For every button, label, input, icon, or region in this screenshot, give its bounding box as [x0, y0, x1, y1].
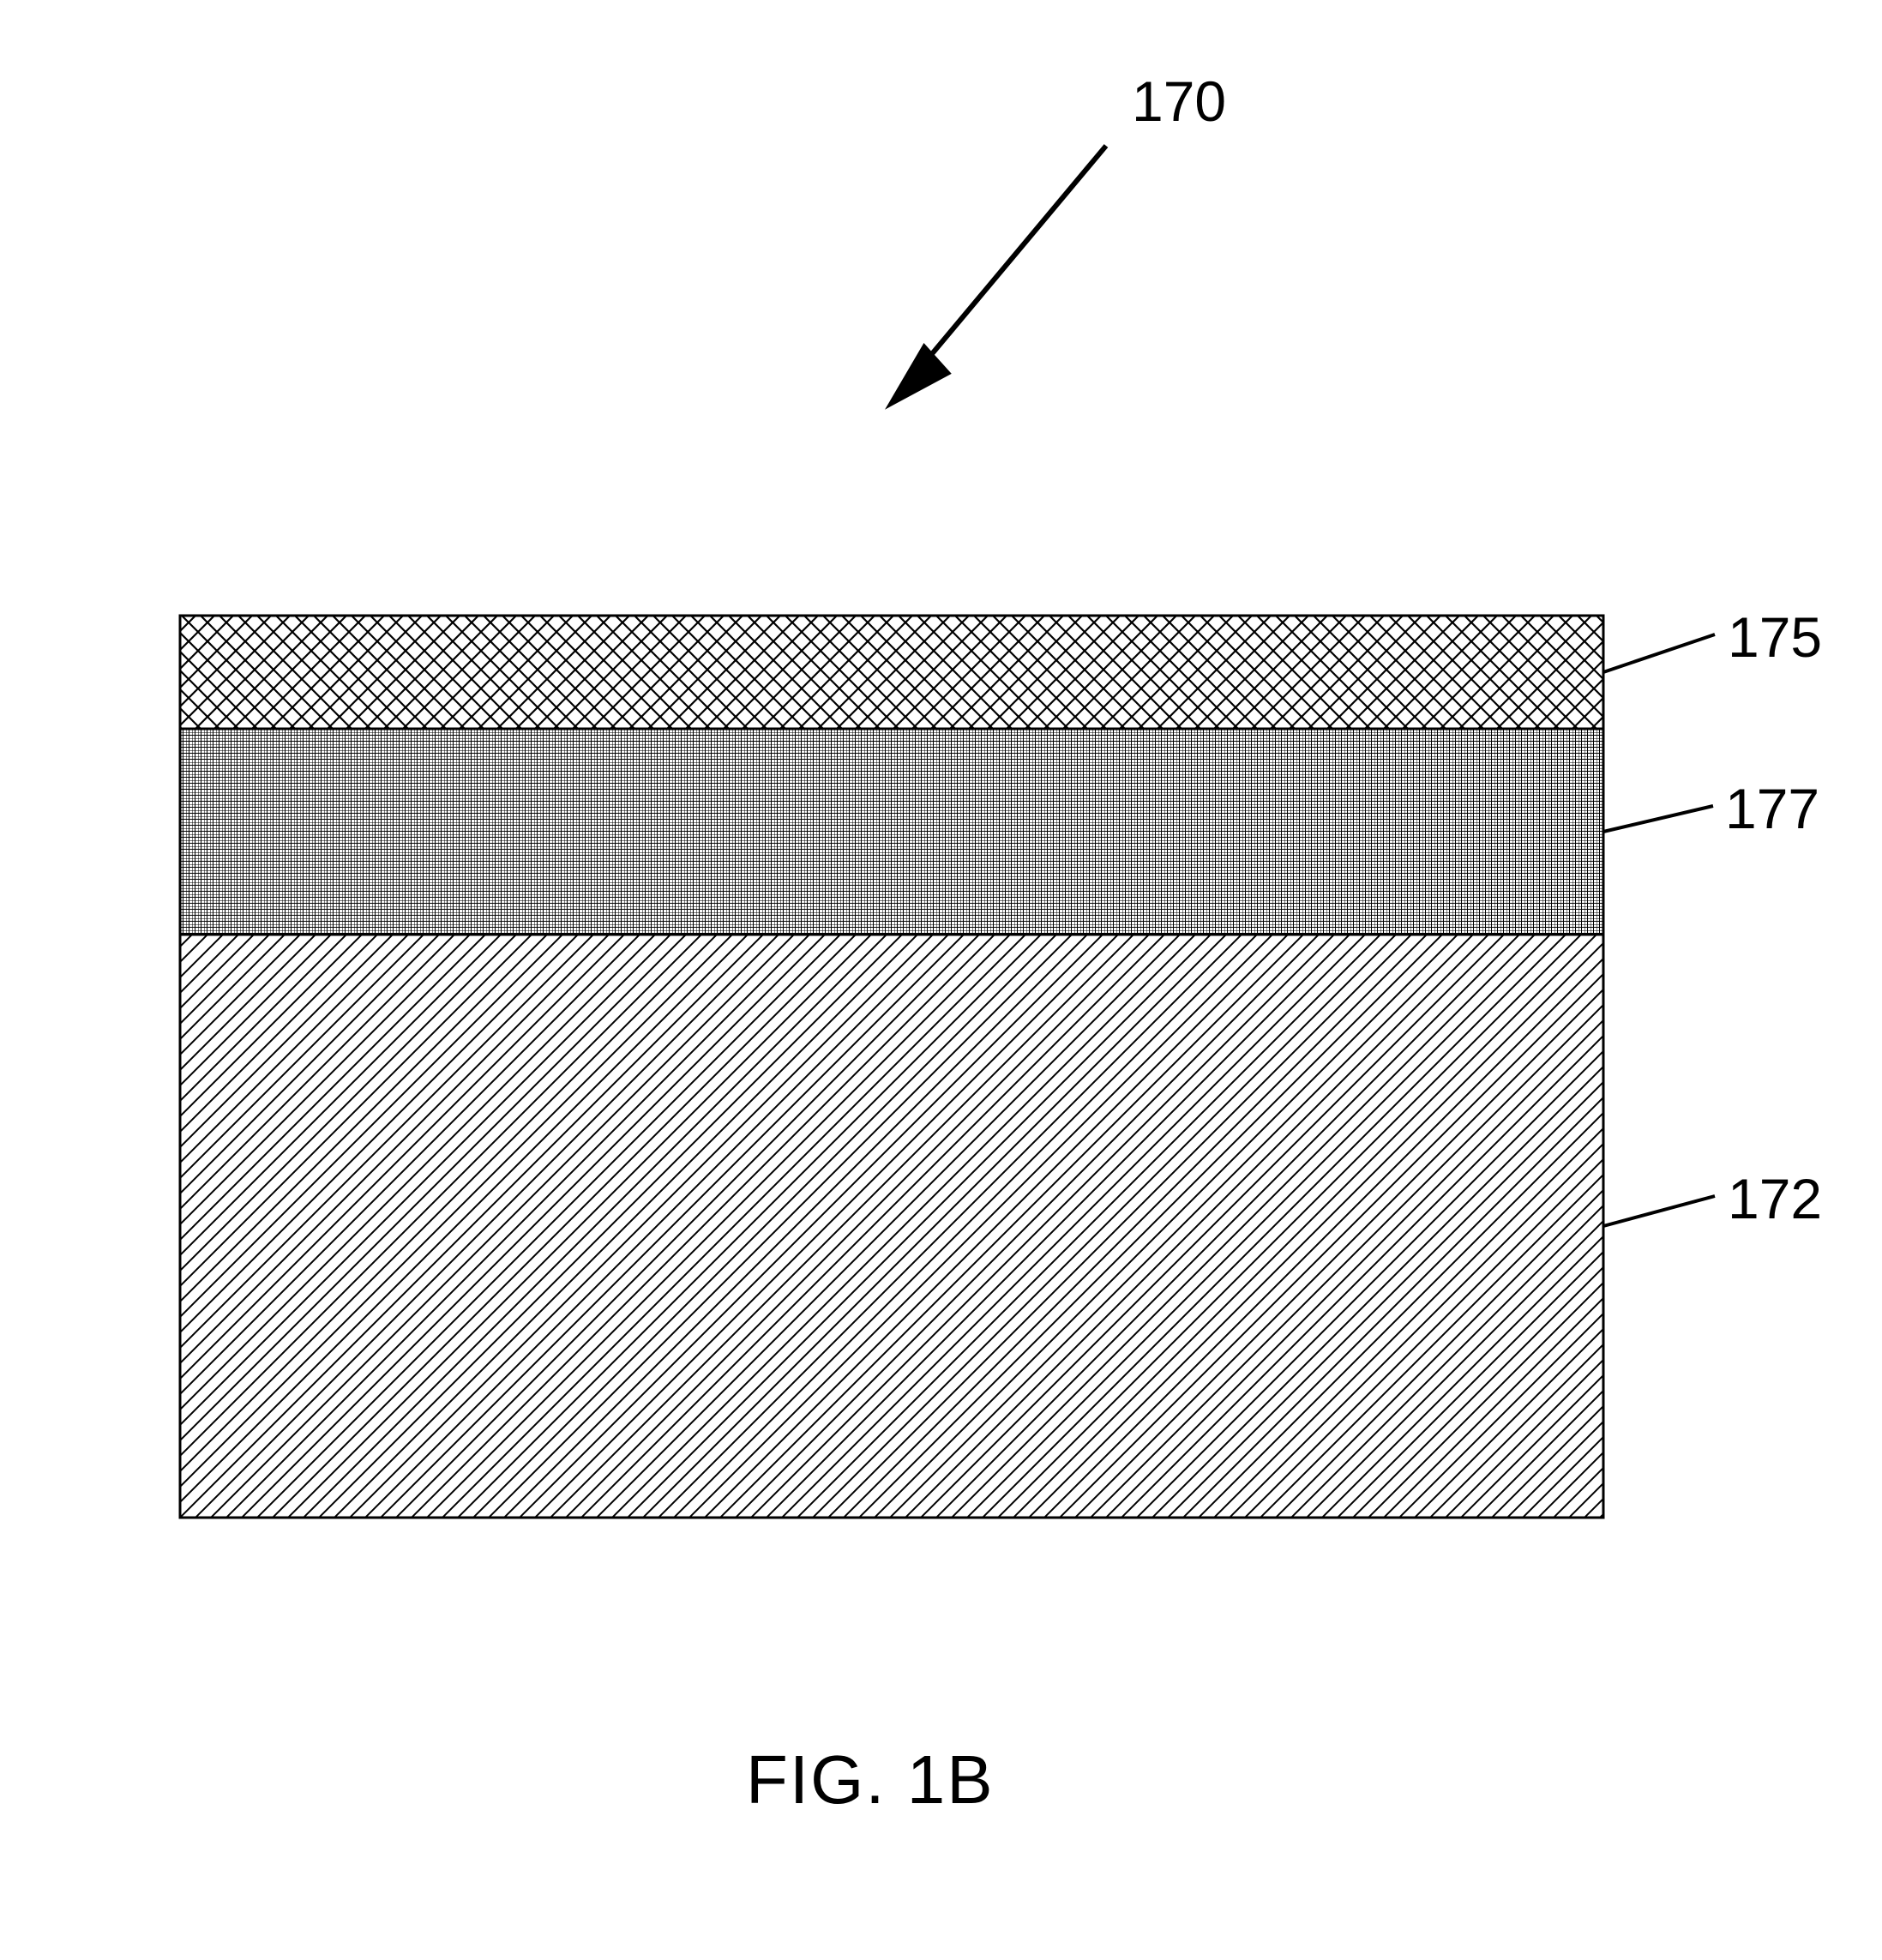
- figure-caption: FIG. 1B: [746, 1741, 995, 1819]
- layer-label-177: 177: [1725, 776, 1819, 841]
- leader-172: [1603, 1196, 1715, 1226]
- layer-177-fill: [180, 729, 1603, 935]
- leader-177: [1603, 806, 1713, 832]
- assembly-label: 170: [1132, 69, 1226, 134]
- layer-175-fill: [180, 616, 1603, 729]
- layer-label-175: 175: [1728, 604, 1822, 670]
- svg-overlay: [0, 0, 1882, 1960]
- layer-172-fill: [180, 935, 1603, 1518]
- figure-page: 170 175 177 172 FIG. 1B: [0, 0, 1882, 1960]
- layer-label-172: 172: [1728, 1166, 1822, 1231]
- assembly-arrow: [892, 146, 1106, 403]
- leader-175: [1603, 634, 1715, 672]
